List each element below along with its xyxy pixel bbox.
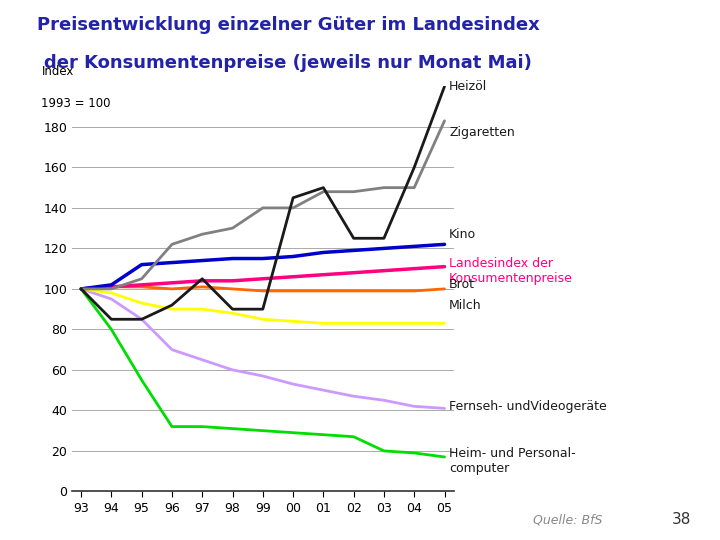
- Text: Index: Index: [42, 65, 74, 78]
- Text: Milch: Milch: [449, 299, 482, 312]
- Text: Kino: Kino: [449, 228, 476, 241]
- Text: Brot: Brot: [449, 278, 475, 292]
- Text: 38: 38: [672, 511, 691, 526]
- Text: Preisentwicklung einzelner Güter im Landesindex: Preisentwicklung einzelner Güter im Land…: [37, 16, 539, 34]
- Text: der Konsumentenpreise (jeweils nur Monat Mai): der Konsumentenpreise (jeweils nur Monat…: [44, 54, 532, 72]
- Text: 1993 = 100: 1993 = 100: [42, 97, 111, 110]
- Text: Heizöl: Heizöl: [449, 80, 487, 93]
- Text: Quelle: BfS: Quelle: BfS: [533, 514, 602, 526]
- Text: Landesindex der
Konsumentenpreise: Landesindex der Konsumentenpreise: [449, 256, 573, 285]
- Text: Zigaretten: Zigaretten: [449, 126, 515, 139]
- Text: Heim- und Personal-
computer: Heim- und Personal- computer: [449, 447, 576, 475]
- Text: Fernseh- undVideogeräte: Fernseh- undVideogeräte: [449, 400, 607, 413]
